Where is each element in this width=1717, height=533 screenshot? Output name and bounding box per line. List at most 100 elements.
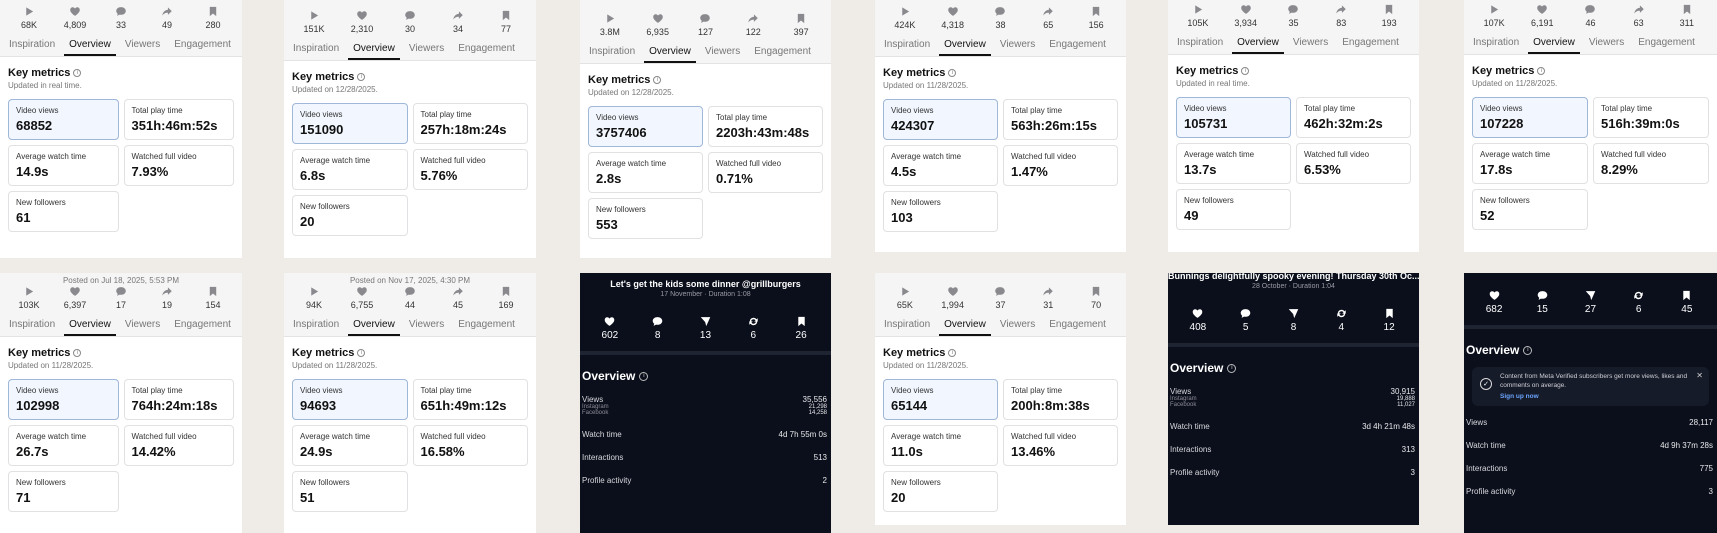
tab-engagement[interactable]: Engagement xyxy=(1638,37,1695,48)
metric-card-avg[interactable]: Average watch time 24.9s xyxy=(292,425,408,466)
metric-card-play[interactable]: Total play time 516h:39m:0s xyxy=(1593,97,1709,138)
tab-engagement[interactable]: Engagement xyxy=(1049,319,1106,330)
tab-overview[interactable]: Overview xyxy=(1528,35,1580,54)
info-icon[interactable]: i xyxy=(1537,67,1546,75)
metric-card-full[interactable]: Watched full video 14.42% xyxy=(123,425,234,466)
tab-inspiration[interactable]: Inspiration xyxy=(1473,37,1520,48)
metric-card-play[interactable]: Total play time 200h:8m:38s xyxy=(1003,379,1118,420)
tab-inspiration[interactable]: Inspiration xyxy=(1177,37,1224,48)
metric-card-followers[interactable]: New followers 51 xyxy=(292,471,408,512)
tab-viewers[interactable]: Viewers xyxy=(408,43,445,54)
stat-value: 6,191 xyxy=(1531,18,1554,28)
info-icon[interactable]: i xyxy=(1241,67,1250,75)
info-icon[interactable]: i xyxy=(1227,363,1237,373)
metric-card-followers[interactable]: New followers 71 xyxy=(8,471,119,512)
metric-card-play[interactable]: Total play time 651h:49m:12s xyxy=(412,379,528,420)
info-icon[interactable]: i xyxy=(948,69,957,77)
metric-card-followers[interactable]: New followers 20 xyxy=(292,195,408,236)
metric-card-followers[interactable]: New followers 553 xyxy=(588,198,703,239)
metric-card-views[interactable]: Video views 102998 xyxy=(8,379,119,420)
info-icon[interactable]: i xyxy=(357,349,366,357)
metric-card-play[interactable]: Total play time 257h:18m:24s xyxy=(412,103,528,144)
metric-card-avg[interactable]: Average watch time 4.5s xyxy=(883,145,998,186)
tab-viewers[interactable]: Viewers xyxy=(1292,37,1329,48)
tab-viewers[interactable]: Viewers xyxy=(408,319,445,330)
info-icon[interactable]: i xyxy=(73,349,82,357)
metric-card-full[interactable]: Watched full video 7.93% xyxy=(123,145,234,186)
tab-viewers[interactable]: Viewers xyxy=(124,319,161,330)
metric-card-avg[interactable]: Average watch time 13.7s xyxy=(1176,143,1291,184)
close-icon[interactable]: ✕ xyxy=(1696,371,1703,380)
tab-viewers[interactable]: Viewers xyxy=(124,39,161,50)
tab-overview[interactable]: Overview xyxy=(644,44,696,63)
metric-card-full[interactable]: Watched full video 0.71% xyxy=(708,152,823,193)
metric-card-avg[interactable]: Average watch time 17.8s xyxy=(1472,143,1588,184)
tab-inspiration[interactable]: Inspiration xyxy=(293,43,340,54)
tab-inspiration[interactable]: Inspiration xyxy=(9,319,56,330)
tab-engagement[interactable]: Engagement xyxy=(174,319,231,330)
metric-card-views[interactable]: Video views 105731 xyxy=(1176,97,1291,138)
tab-overview[interactable]: Overview xyxy=(939,317,991,336)
metric-card-avg[interactable]: Average watch time 14.9s xyxy=(8,145,119,186)
tab-engagement[interactable]: Engagement xyxy=(458,43,515,54)
post-header: 424K 4,318 38 65 156 Inspiration Overview Viewe… xyxy=(875,0,1126,57)
stat-item: 682 xyxy=(1479,290,1509,315)
metrics-grid: Video views 3757406 Total play time 2203h:4… xyxy=(588,106,823,239)
tab-inspiration[interactable]: Inspiration xyxy=(293,319,340,330)
tab-viewers[interactable]: Viewers xyxy=(999,39,1036,50)
info-icon[interactable]: i xyxy=(639,371,649,381)
metric-card-followers[interactable]: New followers 52 xyxy=(1472,189,1588,230)
metric-card-play[interactable]: Total play time 462h:32m:2s xyxy=(1296,97,1411,138)
metric-card-views[interactable]: Video views 151090 xyxy=(292,103,408,144)
metric-card-full[interactable]: Watched full video 8.29% xyxy=(1593,143,1709,184)
metric-card-followers[interactable]: New followers 61 xyxy=(8,191,119,232)
metric-card-avg[interactable]: Average watch time 2.8s xyxy=(588,152,703,193)
tab-overview[interactable]: Overview xyxy=(939,37,991,56)
tab-overview[interactable]: Overview xyxy=(348,317,400,336)
tab-overview[interactable]: Overview xyxy=(348,41,400,60)
metric-card-full[interactable]: Watched full video 6.53% xyxy=(1296,143,1411,184)
metric-card-followers[interactable]: New followers 20 xyxy=(883,471,998,512)
info-icon[interactable]: i xyxy=(73,69,82,77)
metric-card-views[interactable]: Video views 68852 xyxy=(8,99,119,140)
tab-viewers[interactable]: Viewers xyxy=(704,46,741,57)
metric-card-avg[interactable]: Average watch time 6.8s xyxy=(292,149,408,190)
tab-engagement[interactable]: Engagement xyxy=(1049,39,1106,50)
metric-card-views[interactable]: Video views 107228 xyxy=(1472,97,1588,138)
metric-card-play[interactable]: Total play time 2203h:43m:48s xyxy=(708,106,823,147)
tab-engagement[interactable]: Engagement xyxy=(458,319,515,330)
tab-engagement[interactable]: Engagement xyxy=(754,46,811,57)
metric-card-full[interactable]: Watched full video 16.58% xyxy=(412,425,528,466)
tab-overview[interactable]: Overview xyxy=(1232,35,1284,54)
metric-card-followers[interactable]: New followers 49 xyxy=(1176,189,1291,230)
tab-overview[interactable]: Overview xyxy=(64,37,116,56)
tab-viewers[interactable]: Viewers xyxy=(1588,37,1625,48)
tab-engagement[interactable]: Engagement xyxy=(1342,37,1399,48)
metric-card-views[interactable]: Video views 424307 xyxy=(883,99,998,140)
metric-card-full[interactable]: Watched full video 13.46% xyxy=(1003,425,1118,466)
info-icon[interactable]: i xyxy=(1523,345,1533,355)
metric-card-play[interactable]: Total play time 351h:46m:52s xyxy=(123,99,234,140)
info-icon[interactable]: i xyxy=(653,76,662,84)
tab-overview[interactable]: Overview xyxy=(64,317,116,336)
metric-card-followers[interactable]: New followers 103 xyxy=(883,191,998,232)
metric-card-views[interactable]: Video views 65144 xyxy=(883,379,998,420)
metric-card-views[interactable]: Video views 94693 xyxy=(292,379,408,420)
tab-viewers[interactable]: Viewers xyxy=(999,319,1036,330)
info-icon[interactable]: i xyxy=(357,73,366,81)
metric-card-avg[interactable]: Average watch time 11.0s xyxy=(883,425,998,466)
tab-engagement[interactable]: Engagement xyxy=(174,39,231,50)
info-icon[interactable]: i xyxy=(948,349,957,357)
metric-card-play[interactable]: Total play time 563h:26m:15s xyxy=(1003,99,1118,140)
tab-inspiration[interactable]: Inspiration xyxy=(9,39,56,50)
metric-card-avg[interactable]: Average watch time 26.7s xyxy=(8,425,119,466)
tab-inspiration[interactable]: Inspiration xyxy=(589,46,636,57)
tab-inspiration[interactable]: Inspiration xyxy=(884,39,931,50)
metric-card-full[interactable]: Watched full video 5.76% xyxy=(412,149,528,190)
tab-inspiration[interactable]: Inspiration xyxy=(884,319,931,330)
metric-card-views[interactable]: Video views 3757406 xyxy=(588,106,703,147)
sign-up-link[interactable]: Sign up now xyxy=(1500,392,1539,400)
stat-value: 5 xyxy=(1242,322,1249,333)
metric-card-full[interactable]: Watched full video 1.47% xyxy=(1003,145,1118,186)
metric-card-play[interactable]: Total play time 764h:24m:18s xyxy=(123,379,234,420)
